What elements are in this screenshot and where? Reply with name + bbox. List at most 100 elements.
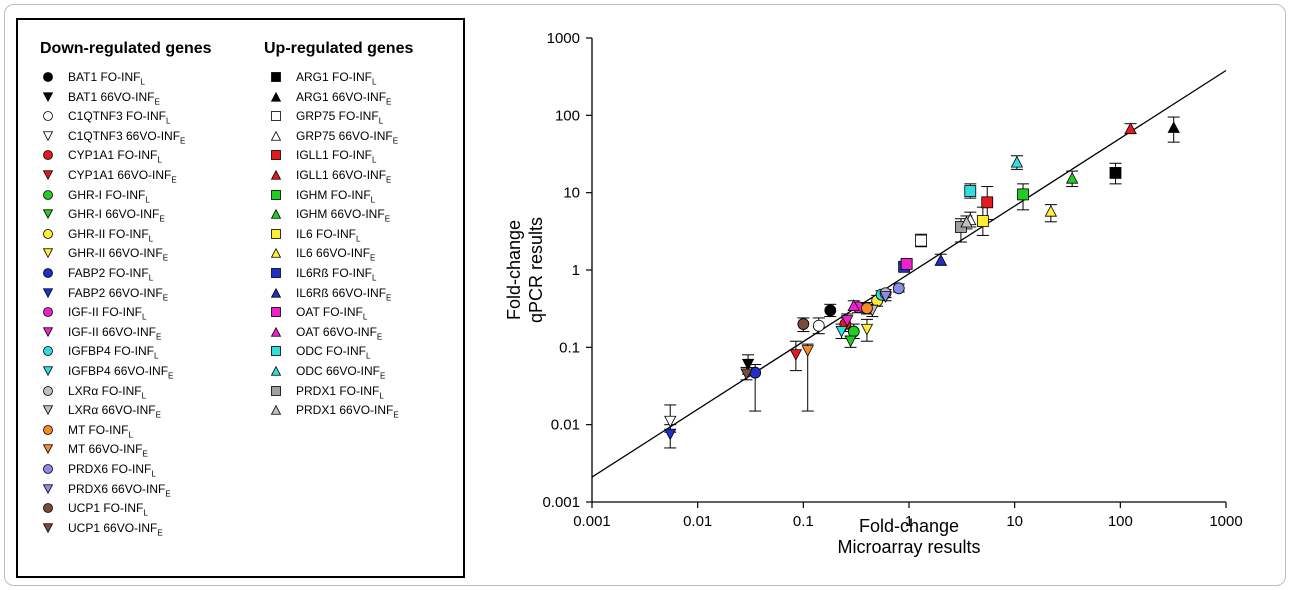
- legend-subscript: E: [155, 410, 161, 420]
- legend-marker-icon: [42, 91, 54, 102]
- legend-marker: [42, 287, 54, 298]
- legend-marker-icon: [270, 365, 282, 376]
- legend-marker: [271, 385, 281, 396]
- legend-marker-icon: [43, 424, 53, 435]
- legend-label: IL6 66VO-INFE: [296, 244, 375, 267]
- legend-marker-icon: [271, 189, 281, 200]
- x-axis-title-line1: Fold-change: [859, 516, 959, 536]
- legend-label: FABP2 66VO-INFE: [68, 284, 168, 307]
- legend-label: OAT 66VO-INFE: [296, 323, 382, 346]
- legend-marker-icon: [43, 346, 53, 357]
- legend-marker-icon: [270, 91, 282, 102]
- legend-label: MT FO-INFL: [68, 421, 133, 444]
- legend-marker-icon: [43, 464, 53, 474]
- legend-marker-icon: [43, 385, 53, 396]
- legend-marker: [43, 424, 53, 435]
- legend-subscript: E: [159, 214, 165, 224]
- legend-marker-icon: [42, 131, 54, 141]
- legend-gene-text: BAT1 66VO-INF: [68, 89, 155, 104]
- legend-marker: [42, 405, 54, 416]
- legend-marker-icon: [42, 405, 54, 416]
- legend-gene-text: IL6Rß 66VO-INF: [296, 285, 387, 300]
- legend-gene-text: IL6Rß FO-INF: [296, 266, 373, 280]
- legend-gene-text: GHR-II 66VO-INF: [68, 246, 163, 261]
- legend-gene-text: BAT1 FO-INF: [68, 70, 141, 84]
- legend-subscript: E: [154, 96, 160, 106]
- legend-gene-text: UCP1 FO-INF: [68, 501, 144, 516]
- legend-subscript: E: [376, 332, 383, 342]
- data-point: [960, 215, 973, 228]
- legend-marker-icon: [43, 72, 53, 82]
- legend-subscript: L: [372, 155, 377, 165]
- legend-gene-text: LXRα 66VO-INF: [68, 403, 156, 418]
- legend-label: UCP1 66VO-INFE: [68, 519, 163, 542]
- legend-marker: [43, 268, 53, 278]
- legend-marker: [271, 228, 281, 239]
- legend-gene-text: IGF-II FO-INF: [68, 305, 142, 320]
- data-point: [801, 345, 814, 357]
- legend-label: IL6Rß 66VO-INFE: [296, 284, 391, 307]
- data-point: [812, 319, 825, 332]
- legend-label: FABP2 FO-INFL: [68, 264, 153, 287]
- legend-marker-icon: [42, 483, 54, 494]
- legend-marker: [271, 268, 281, 278]
- legend-gene-text: FABP2 66VO-INF: [68, 285, 163, 300]
- legend-marker: [42, 170, 54, 181]
- legend-marker: [43, 503, 53, 514]
- legend-marker-icon: [42, 366, 54, 377]
- legend-marker-icon: [271, 307, 281, 318]
- legend-label: IGLL1 FO-INFL: [296, 146, 376, 169]
- legend-subscript: L: [366, 351, 371, 361]
- data-point: [1010, 155, 1024, 168]
- legend-label: IGFBP4 FO-INFL: [68, 342, 158, 365]
- legend-marker: [271, 307, 281, 318]
- legend-subscript: E: [156, 332, 162, 342]
- legend-marker-icon: [271, 72, 281, 82]
- legend-marker: [270, 287, 282, 298]
- legend-gene-text: IGFBP4 FO-INF: [68, 344, 155, 359]
- legend-label: PRDX1 FO-INFL: [296, 382, 384, 405]
- legend-marker-icon: [43, 228, 53, 239]
- legend-gene-text: OAT 66VO-INF: [296, 324, 377, 339]
- legend-subscript: E: [386, 292, 392, 302]
- legend-label: ARG1 FO-INFL: [296, 68, 376, 91]
- legend-subscript: L: [128, 430, 133, 440]
- legend-marker-icon: [42, 248, 54, 259]
- x-tick-label: 0.001: [573, 513, 611, 530]
- legend-marker-icon: [271, 111, 281, 122]
- legend-marker: [270, 405, 282, 415]
- legend-subscript: E: [386, 96, 392, 106]
- legend-label: GHR-I FO-INFL: [68, 186, 150, 209]
- y-tick-label: 100: [555, 107, 580, 124]
- figure-frame: [4, 4, 1286, 586]
- legend-label: IL6Rß FO-INFL: [296, 264, 376, 287]
- legend-gene-text: UCP1 66VO-INF: [68, 520, 158, 535]
- legend-gene-text: C1QTNF3 FO-INF: [68, 109, 166, 124]
- legend-marker-icon: [271, 228, 281, 239]
- legend-subscript: L: [143, 508, 148, 518]
- legend-subscript: L: [148, 273, 154, 283]
- legend-subscript: E: [162, 292, 169, 302]
- legend-label: IGHM FO-INFL: [296, 186, 375, 209]
- y-axis-title-line1: Fold-change: [504, 220, 524, 320]
- legend-marker-icon: [270, 169, 282, 180]
- legend-label: IGF-II 66VO-INFE: [68, 323, 161, 346]
- legend-label: MT 66VO-INFE: [68, 440, 148, 463]
- legend-label: PRDX6 FO-INFL: [68, 460, 156, 483]
- y-axis-title-line2: qPCR results: [526, 217, 546, 323]
- legend-subscript: E: [370, 253, 376, 263]
- legend-gene-text: IGHM FO-INF: [296, 187, 371, 202]
- legend-subscript: L: [145, 194, 150, 204]
- legend-marker: [271, 346, 281, 357]
- legend-label: GRP75 66VO-INFE: [296, 127, 398, 150]
- legend-marker: [42, 444, 54, 455]
- legend-label: BAT1 66VO-INFE: [68, 88, 160, 111]
- legend-marker: [271, 150, 281, 161]
- data-point: [1167, 121, 1180, 133]
- legend-marker-icon: [42, 327, 54, 337]
- y-tick-label: 1000: [547, 30, 580, 47]
- legend-label: GHR-I 66VO-INFE: [68, 205, 165, 228]
- legend-marker-icon: [270, 405, 282, 415]
- legend-subscript: E: [142, 449, 148, 459]
- data-point: [847, 325, 860, 338]
